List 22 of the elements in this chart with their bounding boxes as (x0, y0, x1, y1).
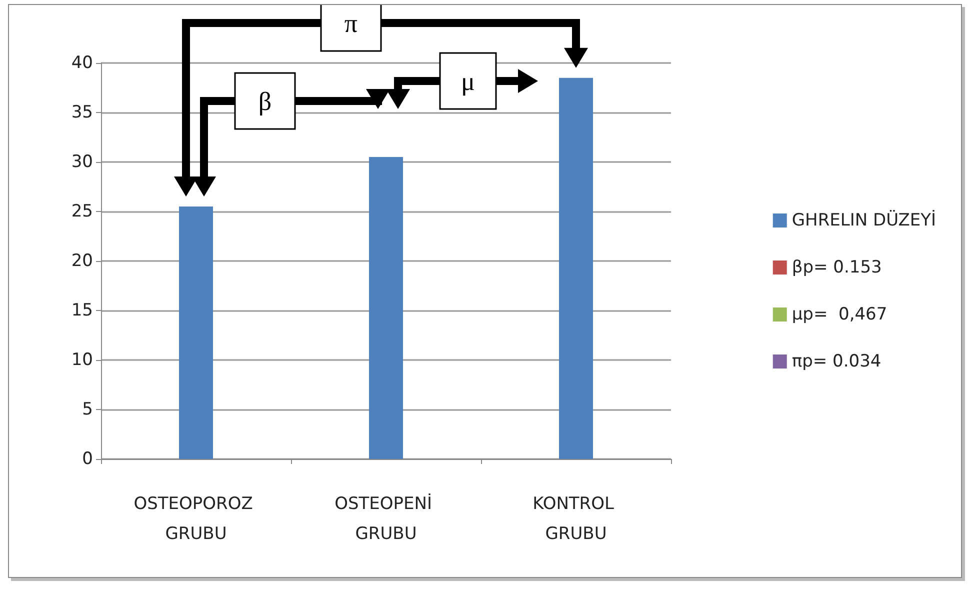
bar (179, 206, 213, 459)
y-tick-label: 25 (71, 202, 93, 222)
y-tick-label: 5 (82, 400, 93, 420)
y-tick-label: 35 (71, 102, 93, 122)
x-tick-label: OSTEOPOROZ GRUBU (134, 494, 258, 544)
bar (559, 78, 593, 459)
y-tick-label: 0 (82, 449, 93, 469)
annotation: μ (461, 67, 475, 96)
annotation: β (258, 87, 272, 116)
y-tick-label: 40 (71, 53, 93, 73)
y-tick-label: 20 (71, 251, 93, 271)
y-tick-label: 15 (71, 300, 93, 320)
legend-label: βp= 0.153 (792, 258, 882, 278)
legend-label: μp= 0,467 (792, 304, 888, 324)
x-tick-label: KONTROL GRUBU (532, 494, 620, 544)
y-tick-label: 10 (71, 350, 93, 370)
legend-label: GHRELIN DÜZEYİ (792, 210, 936, 230)
legend-label: πp= 0.034 (792, 352, 882, 372)
text: π (344, 9, 358, 38)
x-tick-label: OSTEOPENİ GRUBU (334, 493, 438, 544)
y-tick-label: 30 (71, 152, 93, 172)
bar (369, 157, 403, 459)
